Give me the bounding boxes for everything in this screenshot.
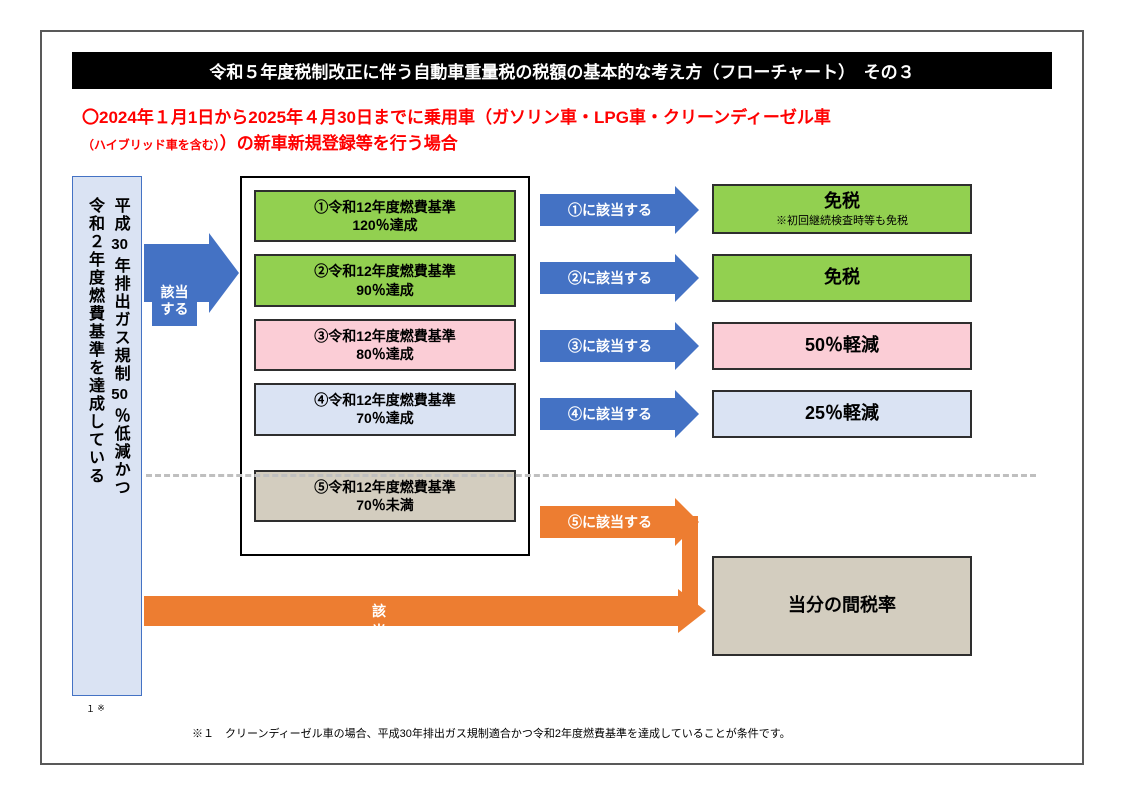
- result-3: 50％軽減: [712, 322, 972, 370]
- subtitle-mark: 〇: [82, 108, 99, 127]
- left-text-a: 平成30年排出ガス規制50％低減かつ: [107, 197, 133, 497]
- tier-3: ③令和12年度燃費基準 80％達成: [254, 319, 516, 371]
- note1-marker: ※１: [84, 704, 107, 714]
- subtitle-line2-small: （ハイブリッド車を含む）: [82, 138, 220, 152]
- subtitle: 〇2024年１月1日から2025年４月30日までに乗用車（ガソリン車・LPG車・…: [82, 105, 1042, 156]
- footnote: ※１ クリーンディーゼル車の場合、平成30年排出ガス規制適合かつ令和2年度燃費基…: [192, 725, 791, 741]
- tier-2: ②令和12年度燃費基準 90％達成: [254, 254, 516, 306]
- tier-4: ④令和12年度燃費基準 70％達成: [254, 383, 516, 435]
- subtitle-line1: 2024年１月1日から2025年４月30日までに乗用車（ガソリン車・LPG車・ク…: [99, 108, 831, 127]
- match-label-box: 該当する: [152, 276, 197, 326]
- subtitle-line2-rest: ）の新車新規登録等を行う場合: [220, 134, 458, 153]
- no-match-label: 該当しない: [372, 601, 386, 701]
- title-bar: 令和５年度税制改正に伴う自動車重量税の税額の基本的な考え方（フローチャート） そ…: [72, 52, 1052, 89]
- tier-group: ①令和12年度燃費基準 120％達成 ②令和12年度燃費基準 90％達成 ③令和…: [240, 176, 530, 556]
- result-1: 免税 ※初回継続検査時等も免税: [712, 184, 972, 234]
- arrow-label-1: ①に該当する: [560, 194, 660, 226]
- left-condition-box: 令和２年度燃費基準を達成している 平成30年排出ガス規制50％低減かつ: [72, 176, 142, 696]
- arrow-label-3: ③に該当する: [560, 330, 660, 362]
- result-2: 免税: [712, 254, 972, 302]
- tier-1: ①令和12年度燃費基準 120％達成: [254, 190, 516, 242]
- arrow-label-2: ②に該当する: [560, 262, 660, 294]
- page-frame: 令和５年度税制改正に伴う自動車重量税の税額の基本的な考え方（フローチャート） そ…: [40, 30, 1084, 765]
- flowchart: 令和２年度燃費基準を達成している 平成30年排出ガス規制50％低減かつ ※１ 該…: [72, 176, 1052, 706]
- result-5: 当分の間税率: [712, 556, 972, 656]
- arrow-label-5: ⑤に該当する: [560, 506, 660, 538]
- tier-5: ⑤令和12年度燃費基準 70％未満: [254, 470, 516, 522]
- dashed-separator: [146, 474, 1036, 477]
- arrow-label-4: ④に該当する: [560, 398, 660, 430]
- left-text-b: 令和２年度燃費基準を達成している: [81, 197, 107, 485]
- result-4: 25％軽減: [712, 390, 972, 438]
